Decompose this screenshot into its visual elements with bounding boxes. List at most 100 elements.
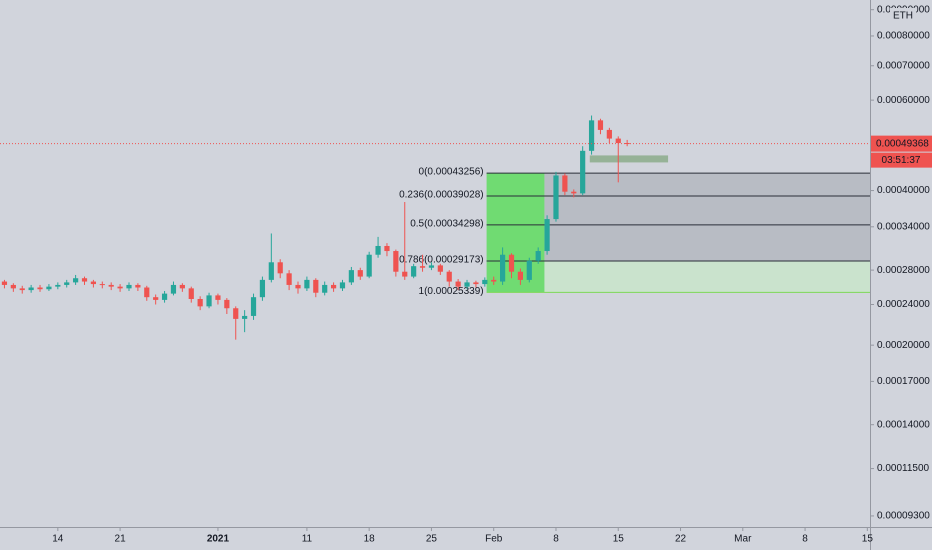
candle-body — [366, 254, 372, 277]
y-tick-label: 0.00080000 — [877, 31, 930, 42]
fib-zone — [544, 196, 870, 225]
candle-body — [393, 251, 399, 272]
candle-body — [526, 260, 532, 280]
candle-body — [615, 138, 621, 144]
candle-body — [491, 279, 497, 282]
candle-body — [411, 266, 417, 277]
axes: 0.000900000.000800000.000700000.00060000… — [52, 4, 932, 545]
x-tick-label: Mar — [734, 534, 752, 545]
y-tick-label: 0.00040000 — [877, 185, 930, 196]
candle-body — [375, 245, 381, 255]
candle-body — [188, 288, 194, 299]
candle-body — [206, 295, 212, 307]
support-zone — [589, 155, 669, 163]
candle-body — [126, 284, 132, 289]
candle-body — [357, 270, 363, 277]
candle-body — [117, 286, 123, 289]
candle-body — [562, 175, 568, 192]
x-tick-label: 14 — [52, 534, 64, 545]
candle-body — [81, 278, 88, 282]
last-price-tag — [871, 135, 932, 152]
x-tick-label: 11 — [302, 534, 313, 545]
candle-body — [464, 282, 470, 287]
last-price-label: 0.00049368 — [876, 138, 929, 149]
fib-label: 0.5(0.00034298) — [410, 219, 483, 230]
candle-body — [179, 284, 185, 289]
candle-body — [64, 282, 70, 285]
candle-body — [348, 270, 354, 283]
candle-body — [384, 245, 390, 252]
candle-body — [242, 315, 248, 319]
candle-body — [19, 288, 25, 291]
candle-body — [170, 284, 177, 294]
candle-body — [330, 284, 337, 289]
candle-body — [10, 284, 16, 289]
x-tick-label: 25 — [426, 534, 438, 545]
candle-body — [28, 287, 34, 291]
candle-body — [428, 265, 435, 268]
y-tick-label: 0.00017000 — [877, 376, 930, 387]
candle-body — [508, 254, 515, 272]
candle-body — [500, 254, 506, 282]
candle-body — [268, 262, 274, 280]
candle-body — [259, 279, 266, 298]
symbol-badge — [890, 8, 916, 24]
y-tick-label: 0.00070000 — [877, 60, 930, 71]
candle-body — [37, 287, 43, 290]
candle-body — [517, 271, 523, 280]
candle-body — [144, 287, 150, 298]
plot-area: 0(0.00043256) 0.236(0.00039028) 0.5(0.0003… — [0, 115, 870, 340]
candle-body — [580, 150, 586, 194]
candle-body — [553, 175, 559, 220]
candle-body — [455, 281, 461, 287]
candle-body — [250, 297, 257, 316]
candle-body — [135, 284, 141, 288]
candle-body — [313, 279, 319, 293]
candle-body — [153, 297, 159, 300]
countdown-tag — [871, 152, 932, 168]
y-tick-label: 0.00011500 — [877, 463, 930, 474]
candle-body — [437, 265, 443, 272]
y-tick-label: 0.00060000 — [877, 95, 930, 106]
y-tick-label: 0.00034000 — [877, 221, 930, 232]
fib-zone — [544, 260, 870, 293]
x-tick-label: 21 — [115, 534, 127, 545]
x-tick-label: 15 — [613, 534, 625, 545]
candle-body — [322, 284, 328, 293]
candle-body — [215, 295, 221, 300]
fib-zone — [544, 173, 870, 197]
candle-body — [224, 299, 230, 309]
candle-body — [304, 279, 310, 289]
candle-body — [295, 284, 301, 289]
candle-body — [597, 120, 604, 130]
candle-body — [197, 298, 203, 307]
x-tick-label: 2021 — [207, 534, 230, 545]
candle-body — [571, 191, 577, 194]
fib-label: 0.786(0.00029173) — [399, 255, 484, 266]
candle-body — [473, 282, 479, 285]
candle-body — [286, 273, 292, 285]
y-tick-label: 0.00009300 — [877, 511, 930, 522]
candle-body — [419, 266, 426, 268]
x-tick-label: 18 — [364, 534, 376, 545]
y-tick-label: 0.00020000 — [877, 340, 930, 351]
candle-body — [339, 282, 346, 289]
fib-label: 0(0.00043256) — [419, 167, 484, 178]
candle-body — [277, 262, 283, 274]
long-position-box — [486, 173, 545, 293]
candle-body — [99, 284, 105, 286]
candle-body — [1, 281, 8, 285]
x-tick-label: Feb — [485, 534, 503, 545]
x-tick-label: 8 — [553, 534, 559, 545]
y-tick-label: 0.00028000 — [877, 265, 930, 276]
fib-label: 0.236(0.00039028) — [399, 190, 484, 201]
candle-body — [73, 278, 79, 283]
candle-body — [233, 308, 239, 319]
countdown-label: 03:51:37 — [882, 155, 921, 166]
candle-body — [535, 251, 541, 261]
symbol-label: ETH — [893, 11, 913, 22]
candle-body — [402, 271, 408, 277]
candle-body — [46, 286, 52, 290]
candle-body — [108, 284, 114, 287]
x-tick-label: 8 — [802, 534, 808, 545]
